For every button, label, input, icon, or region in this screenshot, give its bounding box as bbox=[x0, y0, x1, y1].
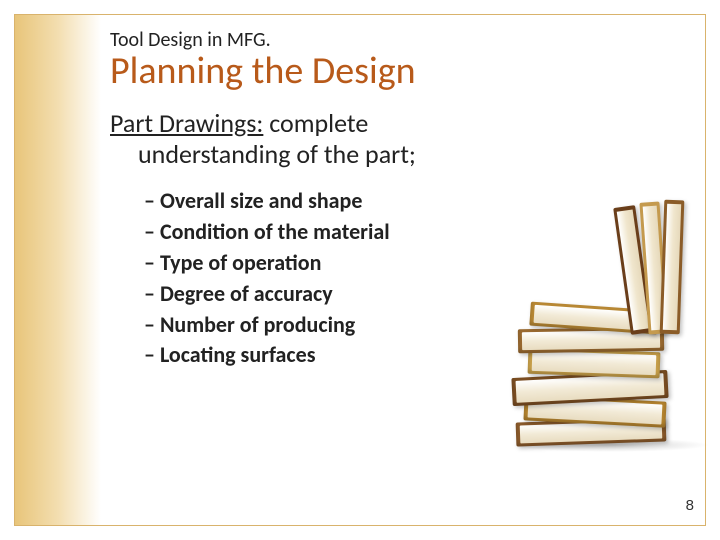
book-pages bbox=[532, 351, 657, 375]
books-illustration bbox=[510, 194, 690, 444]
title: Planning the Design bbox=[110, 48, 690, 94]
subtitle-rest-2: understanding of the part; bbox=[110, 139, 690, 170]
left-gradient bbox=[15, 15, 101, 525]
book-vertical bbox=[660, 200, 685, 335]
subtitle-lead: Part Drawings: bbox=[110, 107, 263, 139]
subtitle: Part Drawings: complete understanding of… bbox=[110, 108, 690, 170]
page-number: 8 bbox=[686, 497, 694, 514]
book-pages bbox=[663, 204, 681, 330]
slide: Tool Design in MFG. Planning the Design … bbox=[0, 0, 720, 540]
subtitle-rest-1: complete bbox=[263, 107, 368, 139]
